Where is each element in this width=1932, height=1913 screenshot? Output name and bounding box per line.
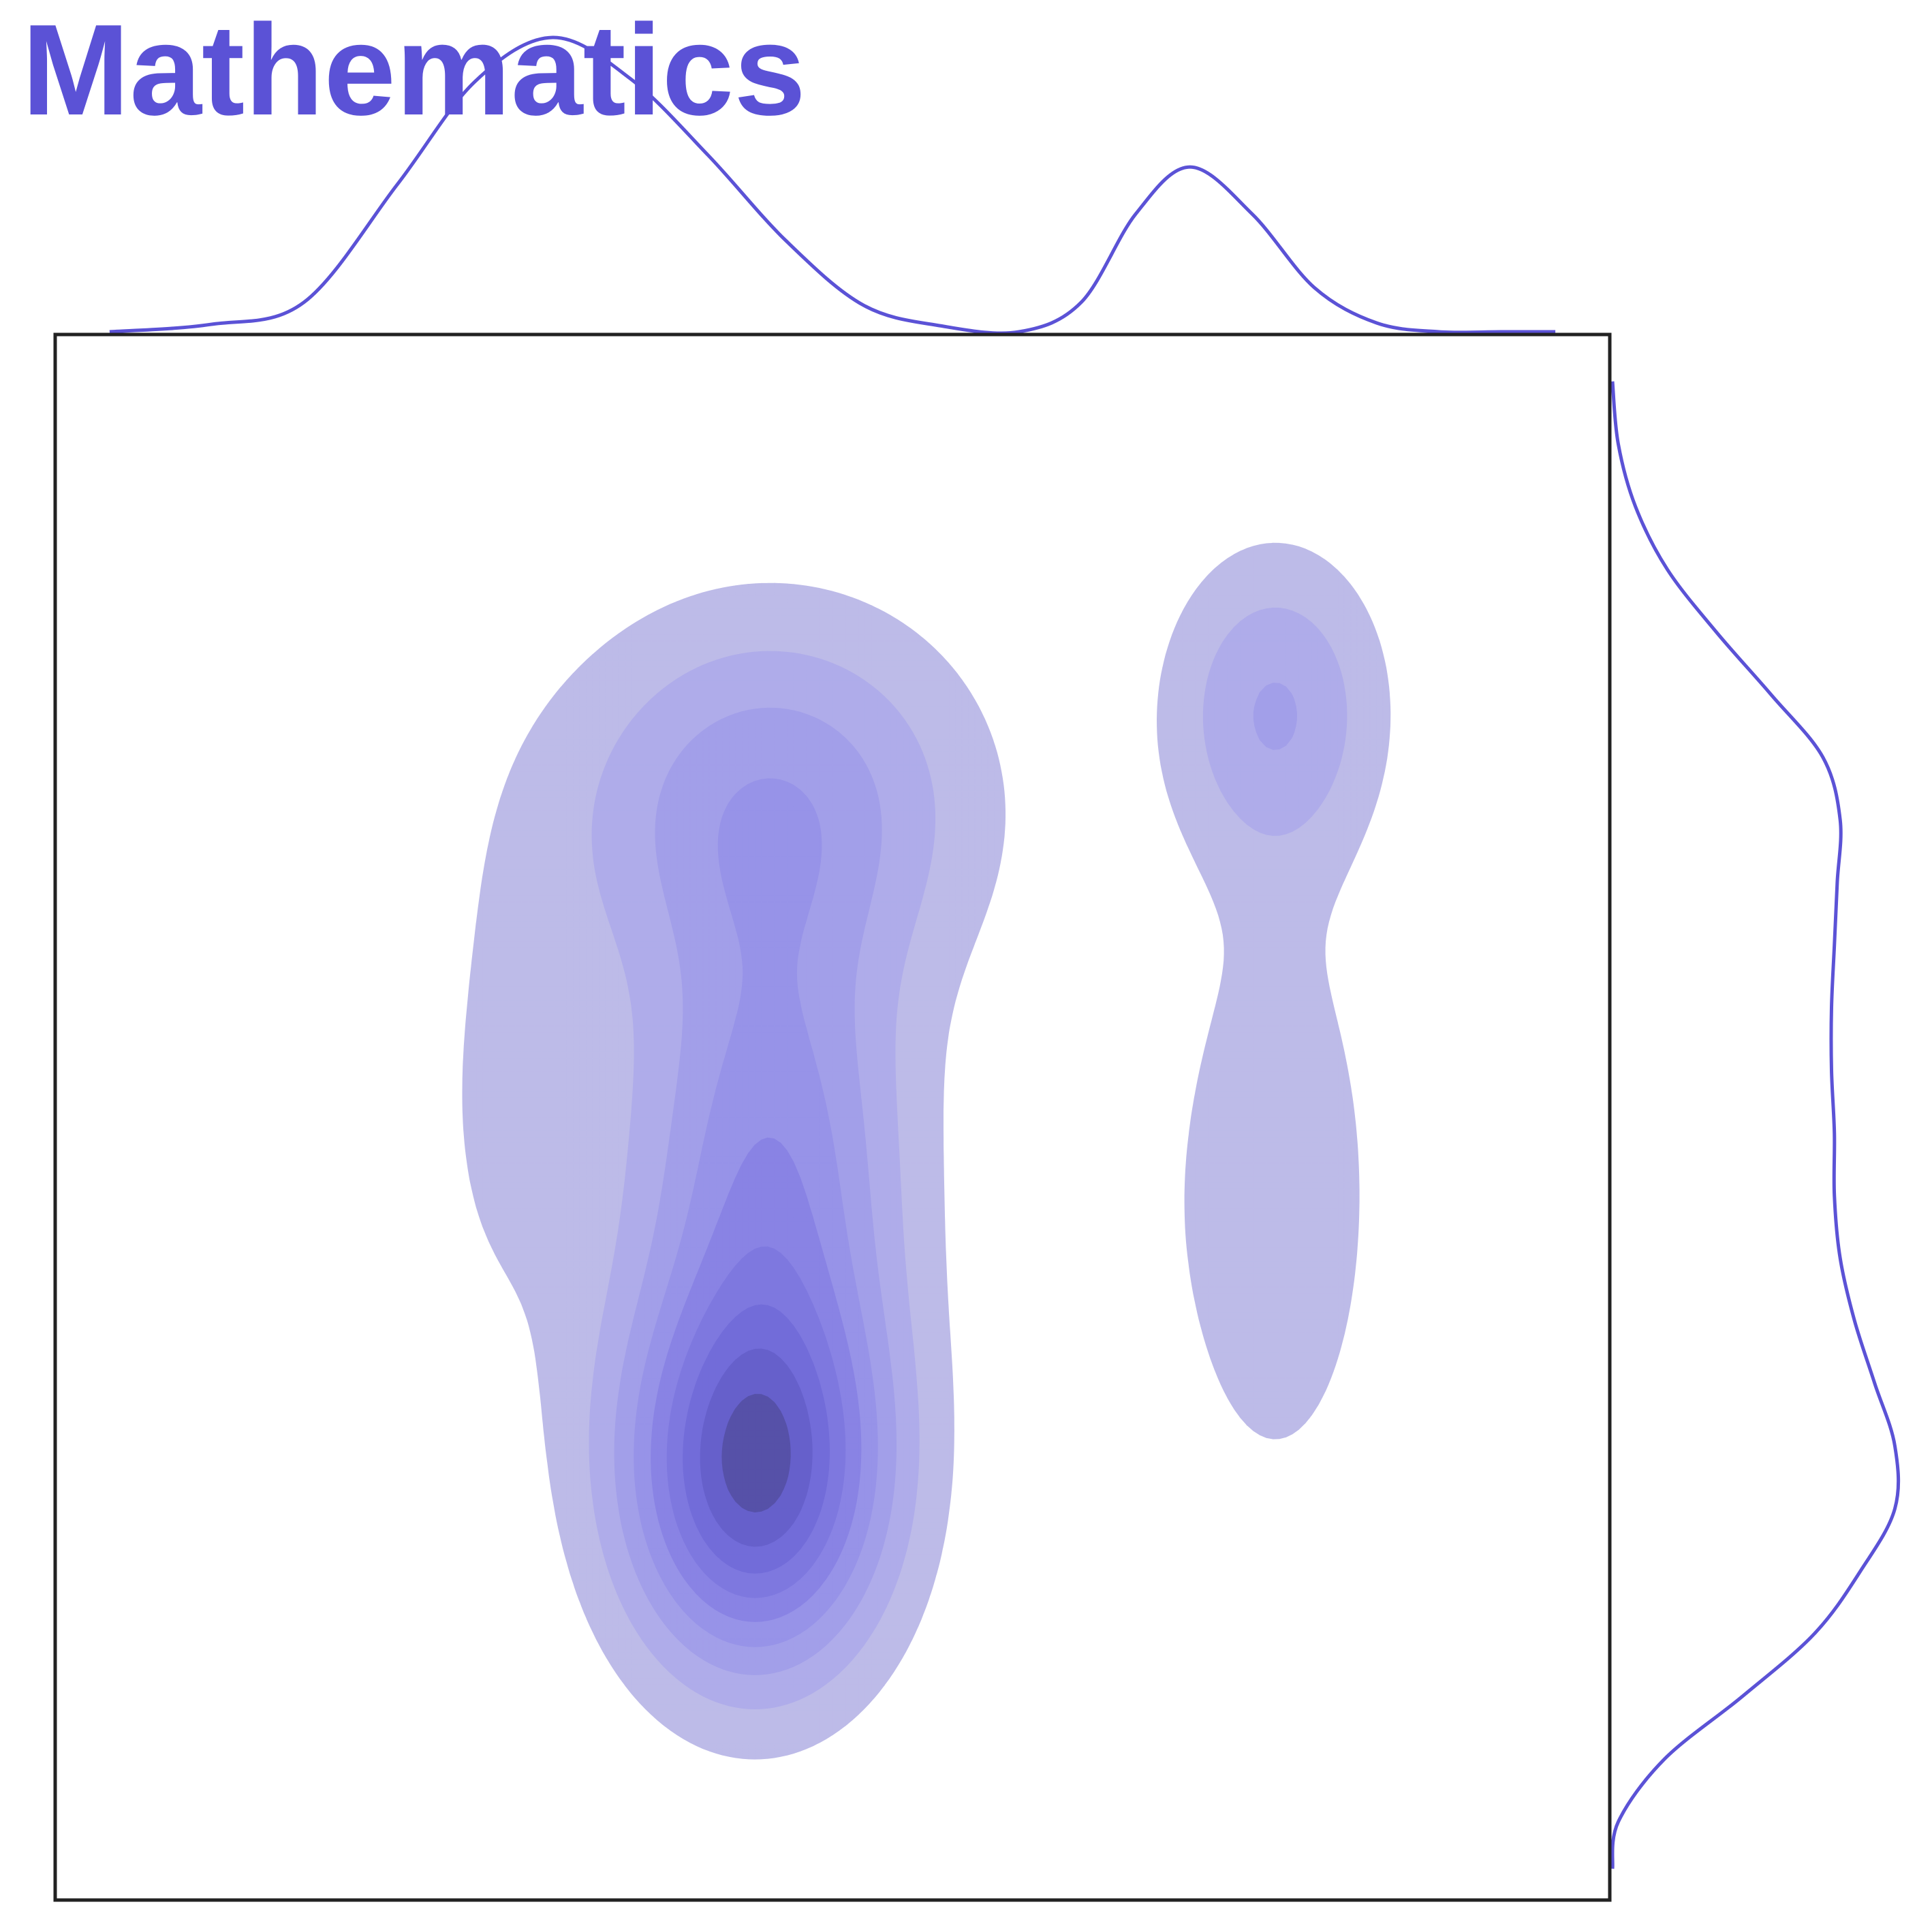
x-marginal-density-line	[109, 35, 1556, 335]
y-marginal-density-line	[1610, 381, 1901, 1869]
plot-frame	[53, 332, 1612, 1902]
chart-title: Mathematics	[22, 0, 806, 142]
contour-layer	[462, 542, 1391, 1760]
contour-level-9	[721, 1393, 791, 1512]
